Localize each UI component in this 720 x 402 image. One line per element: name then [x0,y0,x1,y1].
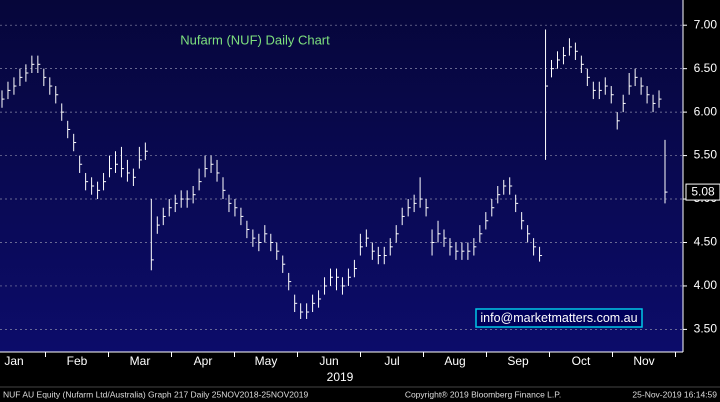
x-tick-label: Aug [444,354,465,368]
y-tick-label: 3.50 [694,322,718,336]
chart-title: Nufarm (NUF) Daily Chart [180,32,330,47]
footer-left: NUF AU Equity (Nufarm Ltd/Australia) Gra… [3,389,308,399]
footer-right: 25-Nov-2019 16:14:59 [632,389,717,399]
y-tick-label: 7.00 [694,17,718,31]
x-tick-label: Apr [194,354,213,368]
x-tick-label: Jun [319,354,338,368]
y-tick-label: 6.00 [694,104,718,118]
y-tick-label: 5.50 [694,148,718,162]
annotation-box [475,308,643,328]
plot-area [0,0,683,352]
last-price-label: 5.08 [691,184,715,198]
year-label: 2019 [327,370,354,384]
y-tick-label: 6.50 [694,61,718,75]
plot [0,24,683,330]
last-price-box [685,183,720,201]
x-tick-label: Jan [4,354,23,368]
annotation: info@marketmatters.com.au [480,311,637,325]
x-tick-label: Sep [507,354,529,368]
x-tick-label: Jul [384,354,399,368]
x-tick-label: Mar [130,354,151,368]
x-tick-label: May [255,354,278,368]
y-tick-label: 4.00 [694,278,718,292]
x-tick-label: Oct [572,354,591,368]
x-tick-label: Feb [67,354,88,368]
y-axis-area [683,0,720,352]
footer-center: Copyright® 2019 Bloomberg Finance L.P. [405,389,561,399]
y-tick-label: 4.50 [694,235,718,249]
x-tick-label: Nov [633,354,654,368]
